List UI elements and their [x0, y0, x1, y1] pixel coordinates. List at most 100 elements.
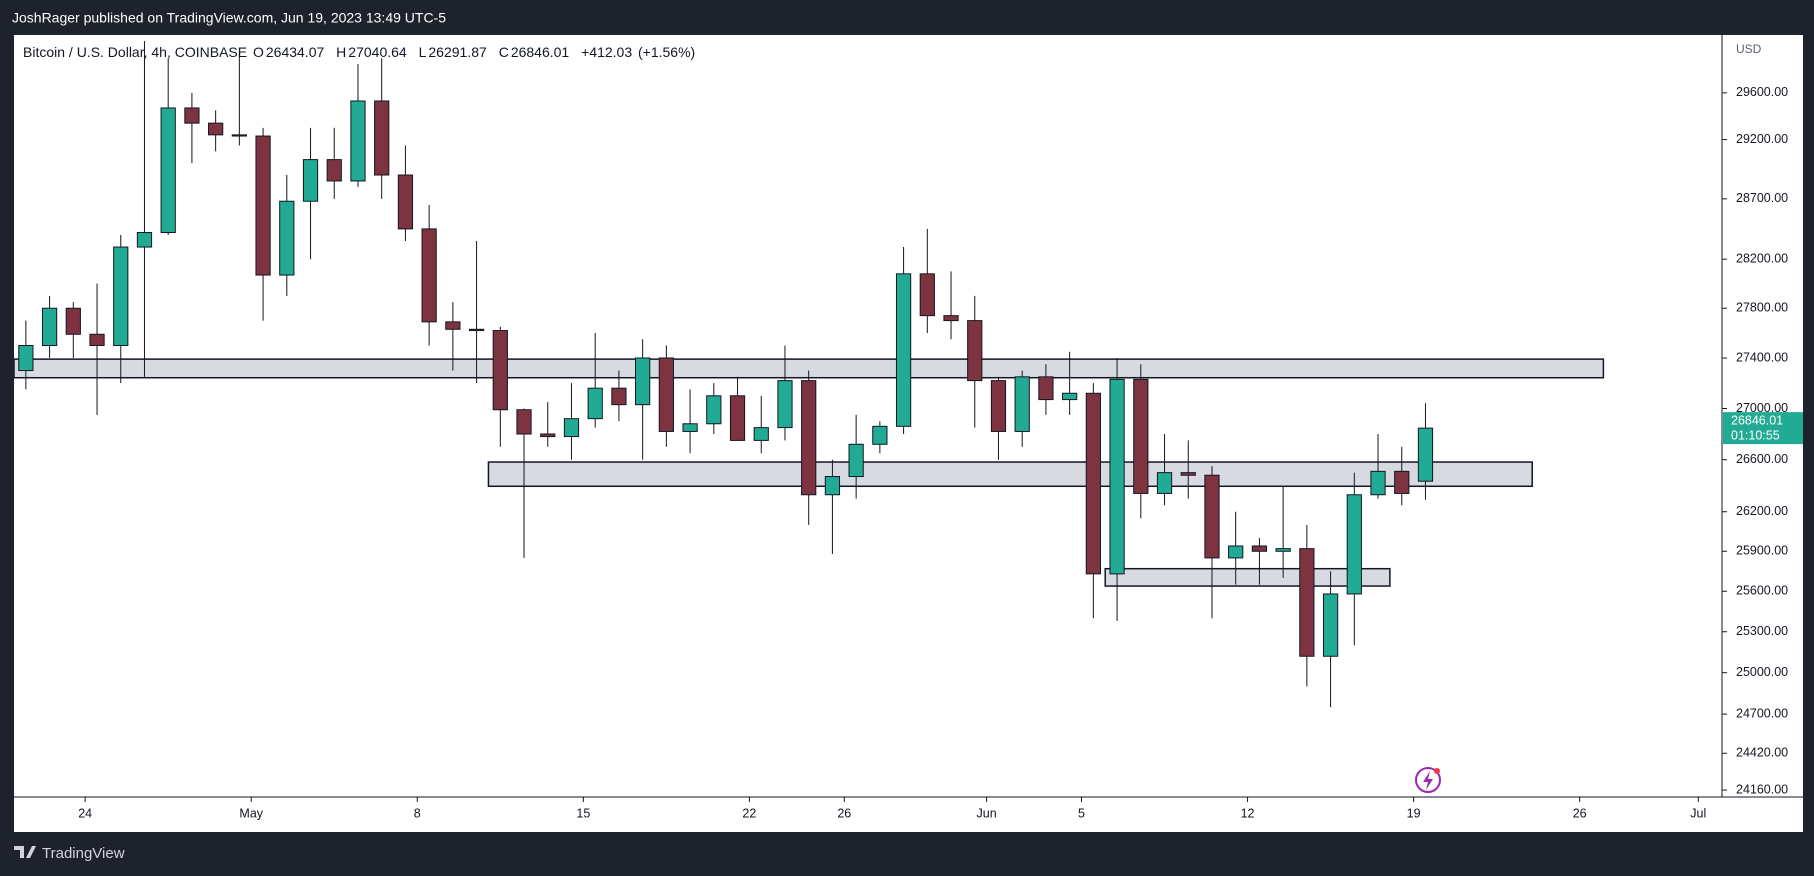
candle-body	[1038, 376, 1054, 401]
candle-body	[635, 357, 651, 406]
y-tick-label: 29200.00	[1736, 132, 1788, 146]
candle-body	[824, 476, 841, 496]
x-tick-label: Jul	[1690, 806, 1706, 820]
y-tick-label: 24160.00	[1736, 782, 1788, 796]
y-tick-label: 24420.00	[1736, 746, 1788, 760]
x-tick-label: May	[239, 806, 263, 820]
candle-body	[872, 425, 888, 445]
legend: Bitcoin / U.S. Dollar, 4h, COINBASE O 264…	[23, 44, 697, 60]
candle-body	[611, 387, 627, 406]
y-tick-label: 25900.00	[1736, 544, 1788, 558]
change: +412.03	[581, 44, 633, 60]
price-tag-label: 26846.01	[1731, 413, 1783, 427]
ohlc-label: O	[252, 44, 264, 60]
candle-body	[1394, 470, 1410, 494]
candle-body	[421, 228, 437, 323]
publisher: JoshRager published on TradingView.com, …	[12, 10, 446, 26]
candle-body	[801, 380, 817, 496]
x-tick-label: 8	[414, 806, 421, 820]
candle-body	[540, 433, 556, 438]
change-pct: (+1.56%)	[638, 44, 696, 60]
zone	[1104, 567, 1391, 587]
y-tick-label: 25000.00	[1736, 665, 1788, 679]
x-tick-label: Jun	[977, 806, 997, 820]
y-tick-label: 28700.00	[1736, 191, 1788, 205]
candle-body	[231, 134, 247, 137]
candle-body	[729, 395, 746, 441]
candle-body	[1251, 545, 1268, 552]
x-tick-label: 19	[1407, 806, 1421, 820]
y-tick-label: 27400.00	[1736, 350, 1788, 364]
candle-body	[350, 100, 366, 182]
event-icon	[1415, 767, 1441, 793]
y-tick-label: 24700.00	[1736, 706, 1788, 720]
ohlc-value: 27040.64	[348, 44, 407, 60]
currency: USD	[1736, 42, 1762, 56]
candle-body	[943, 315, 959, 322]
candle-body	[777, 380, 793, 429]
candle-body	[919, 273, 935, 317]
y-tick-label: 26600.00	[1736, 452, 1788, 466]
candle-body	[967, 320, 983, 382]
plot	[14, 41, 1605, 708]
candle-body	[1014, 376, 1030, 432]
x-tick-label: 26	[837, 806, 851, 820]
y-tick-label: 27000.00	[1736, 401, 1788, 415]
x-tick-label: 24	[78, 806, 92, 820]
candle-body	[990, 380, 1007, 432]
candle-body	[1156, 472, 1173, 494]
candle-body	[1062, 392, 1078, 401]
candle-body	[160, 107, 176, 234]
candle-body	[113, 246, 129, 346]
candle-body	[374, 100, 390, 176]
countdown: 01:10:55	[1731, 428, 1780, 442]
candle-body	[65, 307, 81, 335]
candle-body	[492, 330, 508, 411]
candle-body	[255, 135, 271, 276]
x-tick-label: 22	[742, 806, 756, 820]
ohlc-label: C	[498, 44, 509, 60]
candle-body	[1275, 548, 1291, 552]
candle-body	[516, 409, 532, 435]
x-tick-label: 26	[1573, 806, 1587, 820]
candle-body	[706, 395, 722, 425]
candle-body	[753, 427, 769, 441]
candle-body	[136, 232, 153, 248]
candle-body	[1204, 474, 1220, 559]
candle-body	[184, 107, 200, 124]
ohlc-label: L	[418, 44, 427, 60]
chart-panel	[14, 35, 1803, 832]
candle-body	[658, 357, 674, 432]
price-tag	[1723, 412, 1803, 445]
candle-body	[895, 273, 912, 427]
candle-body	[18, 344, 34, 372]
ohlc-label: H	[336, 44, 347, 60]
candle-body	[1322, 593, 1339, 657]
y-tick-label: 27800.00	[1736, 301, 1788, 315]
candle-body	[1346, 494, 1362, 595]
y-tick-label: 26200.00	[1736, 504, 1788, 518]
candle-body	[302, 159, 319, 202]
x-tick-label: 15	[576, 806, 590, 820]
candle-body	[208, 122, 224, 136]
candle-body	[445, 321, 461, 330]
candle-body	[1228, 545, 1244, 559]
candle-body	[1133, 378, 1149, 494]
zone	[487, 461, 1533, 488]
candle-body	[1109, 378, 1125, 575]
footer-logo	[14, 846, 36, 858]
ohlc-value: 26291.87	[428, 44, 487, 60]
footer-brand: TradingView	[42, 845, 125, 862]
candle-body	[41, 307, 58, 346]
y-tick-label: 29600.00	[1736, 85, 1788, 99]
candle-body	[1370, 470, 1386, 496]
candle-body	[1299, 548, 1315, 657]
candle-body	[279, 200, 295, 276]
x-tick-label: 5	[1078, 806, 1085, 820]
candle-body	[468, 328, 485, 332]
candle-body	[563, 418, 580, 438]
ohlc-value: 26434.07	[265, 44, 325, 60]
symbol: Bitcoin / U.S. Dollar, 4h, COINBASE	[23, 44, 248, 60]
